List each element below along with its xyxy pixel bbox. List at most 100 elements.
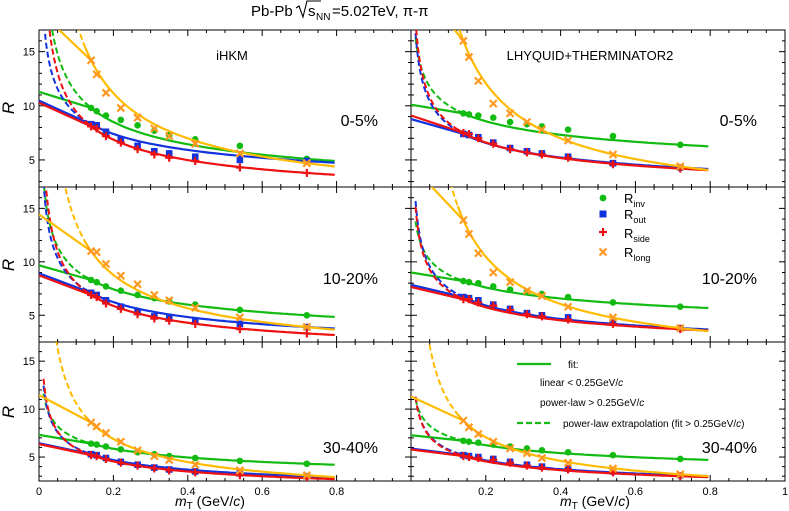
point-inv <box>609 451 617 459</box>
point-long <box>537 125 547 134</box>
point-side <box>191 157 200 166</box>
x-tick-label: 0.2 <box>478 486 493 498</box>
point-long <box>302 470 312 480</box>
point-long <box>164 455 174 465</box>
point-inv <box>93 278 100 286</box>
point-inv <box>102 443 110 450</box>
y-tick-label: 15 <box>23 203 35 215</box>
fit-side-extrapolation <box>45 187 91 295</box>
y-axis-label-row-1: R <box>0 102 18 114</box>
y-tick-label: 10 <box>23 101 35 113</box>
point-side <box>87 290 96 299</box>
fit-side-power-law <box>457 128 709 172</box>
fit-side-linear <box>39 101 92 128</box>
point-side <box>133 310 142 319</box>
point-side <box>165 153 174 162</box>
point-long <box>302 322 312 332</box>
point-inv <box>506 118 514 126</box>
plot-area <box>411 187 709 334</box>
fit-long-linear <box>430 187 465 221</box>
point-side <box>489 139 498 148</box>
title-prefix: Pb-Pb <box>251 3 293 20</box>
x-axis-label-right: mT (GeV/c) <box>560 493 630 511</box>
point-long <box>133 279 142 289</box>
legend-long-marker <box>598 247 608 257</box>
point-out <box>236 320 244 328</box>
fit-long-extrapolation <box>450 187 463 218</box>
point-long <box>86 418 96 427</box>
point-side <box>506 145 515 154</box>
point-side <box>92 293 101 302</box>
point-side <box>474 134 483 143</box>
point-long <box>150 451 159 461</box>
point-long <box>116 437 126 446</box>
panel-3-2: 0.2 0.4 0.6 0.8 1 30-40% <box>410 341 788 498</box>
fit-inv-extrapolation <box>42 393 90 445</box>
fit-side-extrapolation <box>48 30 91 126</box>
legend-inv-main: R <box>624 191 633 206</box>
point-side <box>133 145 142 154</box>
fit-side-power-law <box>84 290 335 337</box>
point-side <box>464 295 473 304</box>
point-long <box>489 99 498 108</box>
fit-side-linear <box>411 285 464 301</box>
point-inv <box>460 437 467 445</box>
point-long <box>190 303 200 313</box>
fit-side-power-law <box>457 453 709 479</box>
point-side <box>474 298 483 307</box>
point-long <box>464 423 474 432</box>
point-side <box>537 150 546 159</box>
point-long <box>563 458 573 468</box>
fit-long-linear <box>57 30 92 62</box>
point-long <box>505 444 515 453</box>
fit-out-extrapolation <box>414 33 463 135</box>
point-long <box>464 52 474 62</box>
point-side <box>489 455 498 464</box>
fit-out-linear <box>39 99 92 126</box>
point-long <box>164 131 174 141</box>
point-side <box>537 312 546 321</box>
point-inv <box>538 447 546 454</box>
point-long <box>608 464 618 473</box>
point-side <box>608 319 617 328</box>
point-side <box>235 163 244 172</box>
centrality-label: 30-40% <box>323 440 378 457</box>
legend-inv-sub: inv <box>633 199 645 209</box>
point-inv <box>303 311 311 319</box>
fit-inv-extrapolation <box>51 30 91 108</box>
legend-out-marker <box>599 210 607 218</box>
point-long <box>86 56 96 65</box>
fit-long-extrapolation <box>55 342 91 422</box>
point-inv <box>460 110 467 117</box>
x-axis-label-left: mT (GeV/c) <box>175 493 245 511</box>
point-side <box>489 301 498 310</box>
plot-area <box>411 30 709 173</box>
point-inv <box>117 116 125 124</box>
fit-side-extrapolation <box>414 206 463 300</box>
point-long <box>164 296 174 305</box>
point-long <box>302 158 312 168</box>
legend-fit-title: fit: <box>568 360 579 371</box>
point-long <box>676 162 685 171</box>
point-side <box>150 464 159 473</box>
point-inv <box>609 299 617 306</box>
point-side <box>165 466 174 475</box>
point-long <box>235 313 245 322</box>
point-long <box>608 313 618 322</box>
point-long <box>522 117 532 127</box>
point-long <box>190 139 200 148</box>
point-side <box>101 132 110 141</box>
title-suffix: =5.02TeV, π-π <box>332 3 428 20</box>
point-inv <box>87 104 95 112</box>
fit-long-power-law <box>84 241 335 331</box>
y-tick-label: 10 <box>23 404 35 416</box>
legend-long-sub: long <box>633 253 650 263</box>
point-inv <box>489 114 497 122</box>
fit-side-extrapolation <box>414 396 463 457</box>
fit-out-extrapolation <box>42 187 91 293</box>
point-side <box>150 314 159 323</box>
point-inv <box>475 112 482 119</box>
point-inv <box>117 287 125 294</box>
svg-text:Rout: Rout <box>624 207 646 225</box>
point-long <box>150 290 159 300</box>
